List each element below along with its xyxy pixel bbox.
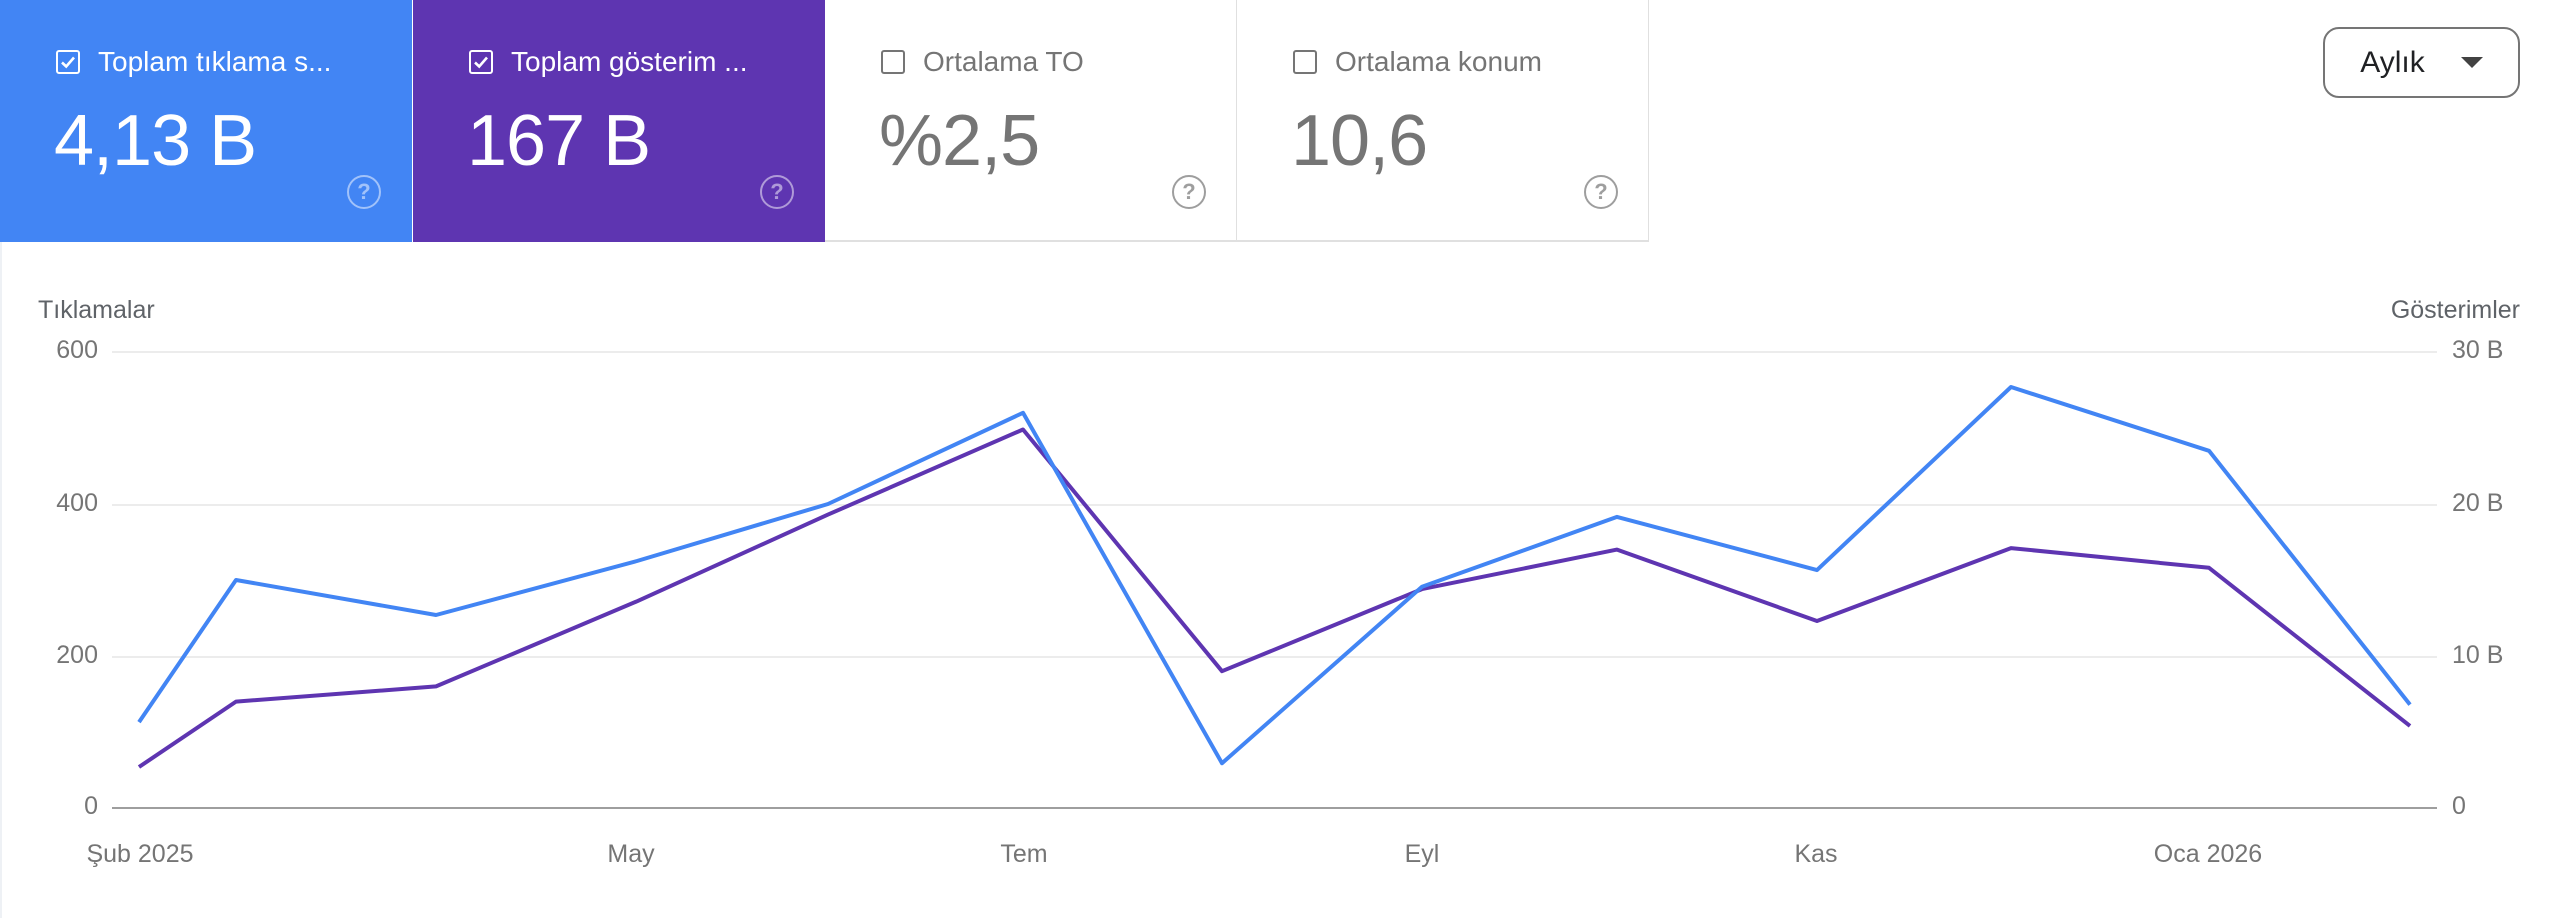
- left-tick: 0: [84, 792, 98, 820]
- right-axis-title: Gösterimler: [2390, 296, 2520, 324]
- metric-header: Toplam tıklama s...: [56, 46, 331, 78]
- right-tick: 0: [2452, 792, 2466, 820]
- help-circle-icon[interactable]: ?: [347, 175, 381, 209]
- period-dropdown[interactable]: Aylık: [2323, 27, 2520, 98]
- metric-value: 10,6: [1291, 101, 1428, 181]
- metric-label: Toplam tıklama s...: [98, 46, 332, 77]
- left-border: [0, 242, 2, 918]
- metric-card-average-position[interactable]: Ortalama konum 10,6 ?: [1237, 0, 1649, 242]
- period-dropdown-label: Aylık: [2360, 45, 2425, 79]
- metric-header: Ortalama TO: [881, 46, 1084, 78]
- metric-value: %2,5: [879, 101, 1040, 181]
- help-circle-icon[interactable]: ?: [760, 175, 794, 209]
- impressions-line: [137, 427, 2412, 769]
- metric-card-total-clicks[interactable]: Toplam tıklama s... 4,13 B ?: [0, 0, 412, 242]
- metric-label: Toplam gösterim ...: [511, 46, 748, 77]
- help-circle-icon[interactable]: ?: [1172, 175, 1206, 209]
- metric-card-total-impressions[interactable]: Toplam gösterim ... 167 B ?: [413, 0, 825, 242]
- metric-card-average-ctr[interactable]: Ortalama TO %2,5 ?: [825, 0, 1237, 242]
- x-axis-label: Tem: [1000, 840, 1048, 868]
- metric-header: Toplam gösterim ...: [469, 46, 748, 78]
- x-axis-label: May: [607, 840, 655, 868]
- checkbox-unchecked-icon[interactable]: [1293, 50, 1317, 74]
- caret-down-icon: [2460, 57, 2483, 68]
- x-axis-label: Kas: [1794, 840, 1838, 868]
- gridlines: [112, 351, 2437, 809]
- checkbox-checked-icon[interactable]: [56, 50, 80, 74]
- checkbox-checked-icon[interactable]: [469, 50, 493, 74]
- left-tick: 200: [56, 641, 98, 669]
- right-tick: 30 B: [2452, 336, 2504, 364]
- right-tick: 20 B: [2452, 489, 2504, 517]
- clicks-line: [137, 385, 2412, 766]
- left-tick: 600: [56, 336, 98, 364]
- x-axis-label: Şub 2025: [86, 840, 194, 868]
- help-circle-icon[interactable]: ?: [1584, 175, 1618, 209]
- checkbox-unchecked-icon[interactable]: [881, 50, 905, 74]
- x-axis-label: Eyl: [1404, 840, 1440, 868]
- x-axis-label: Oca 2026: [2153, 840, 2263, 868]
- left-axis-title: Tıklamalar: [38, 296, 155, 324]
- metric-value: 4,13 B: [54, 101, 257, 181]
- right-tick: 10 B: [2452, 641, 2504, 669]
- left-tick: 400: [56, 489, 98, 517]
- metric-label: Ortalama TO: [923, 46, 1084, 77]
- metric-value: 167 B: [467, 101, 651, 181]
- metric-header: Ortalama konum: [1293, 46, 1542, 78]
- metric-label: Ortalama konum: [1335, 46, 1542, 77]
